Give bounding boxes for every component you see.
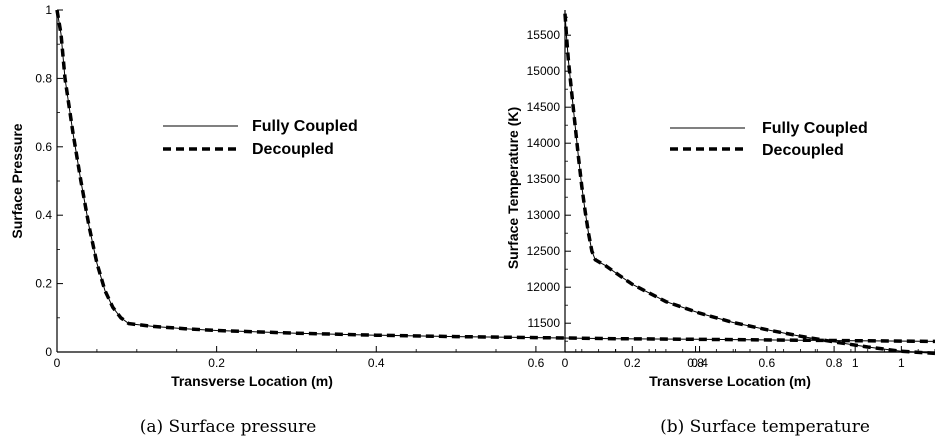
caption: (a) Surface pressure xyxy=(140,417,317,437)
y-tick-label: 15500 xyxy=(527,28,561,42)
y-axis-label: Surface Temperature (K) xyxy=(505,107,521,269)
legend: Fully Coupled Decoupled xyxy=(163,118,358,158)
x-tick-label: 1 xyxy=(898,356,905,370)
y-tick-label: 0.2 xyxy=(35,277,52,291)
legend-label-fully-coupled: Fully Coupled xyxy=(762,120,868,137)
x-tick-label: 1 xyxy=(852,356,859,370)
x-tick-label: 0.2 xyxy=(624,356,641,370)
panel-surface-temperature: 0 0.2 0.4 0.6 0.8 1 11500 12000 12500 13000 13500 1… xyxy=(505,10,935,437)
y-tick-label: 0.6 xyxy=(35,140,52,154)
x-tick-label: 0.8 xyxy=(826,356,843,370)
legend-label-decoupled: Decoupled xyxy=(762,142,844,159)
x-axis-label: Transverse Location (m) xyxy=(171,373,333,389)
y-tick-label: 0.8 xyxy=(35,71,52,85)
x-axis-label: Transverse Location (m) xyxy=(649,373,811,389)
y-tick-label: 14500 xyxy=(527,100,561,114)
legend-label-fully-coupled: Fully Coupled xyxy=(252,118,358,135)
y-tick-label: 0.4 xyxy=(35,208,52,222)
y-tick-label: 1 xyxy=(45,3,52,17)
x-tick-label: 0.4 xyxy=(691,356,708,370)
x-tick-label: 0.6 xyxy=(758,356,775,370)
x-tick-label: 0 xyxy=(562,356,569,370)
y-tick-label: 12500 xyxy=(527,244,561,258)
x-tick-label: 0.2 xyxy=(208,356,225,370)
series-line-fully-coupled xyxy=(564,13,935,354)
x-tick-label: 0.4 xyxy=(368,356,385,370)
y-tick-label: 15000 xyxy=(527,64,561,78)
y-tick-label: 12000 xyxy=(527,280,561,294)
y-tick-label: 13000 xyxy=(527,208,561,222)
panel-surface-pressure: 0 0.2 0.4 0.6 0.8 1 0 0.2 0.4 0.6 0.8 1 Surface Pre… xyxy=(9,3,935,437)
y-tick-label: 14000 xyxy=(527,136,561,150)
x-tick-label: 0 xyxy=(54,356,61,370)
y-tick-label: 0 xyxy=(45,345,52,359)
legend-label-decoupled: Decoupled xyxy=(252,141,334,158)
y-tick-label: 11500 xyxy=(528,316,561,330)
series-line-decoupled xyxy=(55,9,935,344)
series-line-fully-coupled xyxy=(56,9,935,342)
axes: 0 0.2 0.4 0.6 0.8 1 11500 12000 12500 13000 13500 1… xyxy=(527,10,935,370)
axes: 0 0.2 0.4 0.6 0.8 1 0 0.2 0.4 0.6 0.8 1 xyxy=(35,3,935,370)
y-tick-label: 13500 xyxy=(527,172,561,186)
caption: (b) Surface temperature xyxy=(660,417,870,437)
series-line-decoupled xyxy=(563,13,935,356)
legend: Fully Coupled Decoupled xyxy=(670,120,868,159)
y-axis-label: Surface Pressure xyxy=(9,123,25,238)
x-tick-label: 0.8 xyxy=(687,356,704,370)
x-tick-label: 0.6 xyxy=(528,356,545,370)
